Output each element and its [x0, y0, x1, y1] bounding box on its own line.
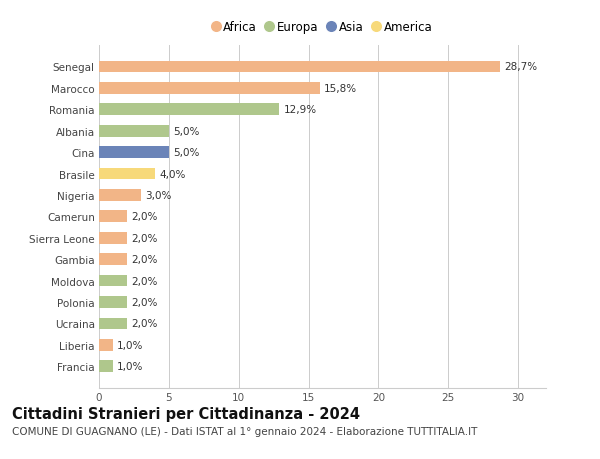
Text: 2,0%: 2,0%: [131, 276, 158, 286]
Bar: [99, 62, 500, 73]
Bar: [99, 339, 113, 351]
Text: 2,0%: 2,0%: [131, 212, 158, 222]
Bar: [99, 104, 279, 116]
Text: 3,0%: 3,0%: [145, 190, 172, 201]
Text: Cittadini Stranieri per Cittadinanza - 2024: Cittadini Stranieri per Cittadinanza - 2…: [12, 406, 360, 421]
Text: 1,0%: 1,0%: [117, 361, 143, 371]
Bar: [99, 318, 127, 330]
Bar: [99, 232, 127, 244]
Text: 4,0%: 4,0%: [159, 169, 185, 179]
Text: 1,0%: 1,0%: [117, 340, 143, 350]
Text: 2,0%: 2,0%: [131, 319, 158, 329]
Bar: [99, 211, 127, 223]
Bar: [99, 126, 169, 137]
Bar: [99, 168, 155, 180]
Bar: [99, 190, 141, 202]
Text: 12,9%: 12,9%: [283, 105, 317, 115]
Text: 28,7%: 28,7%: [504, 62, 537, 73]
Text: 2,0%: 2,0%: [131, 297, 158, 308]
Legend: Africa, Europa, Asia, America: Africa, Europa, Asia, America: [209, 17, 436, 38]
Bar: [99, 83, 320, 95]
Bar: [99, 297, 127, 308]
Text: 5,0%: 5,0%: [173, 148, 199, 158]
Text: 2,0%: 2,0%: [131, 233, 158, 243]
Text: 5,0%: 5,0%: [173, 126, 199, 136]
Text: 2,0%: 2,0%: [131, 255, 158, 264]
Bar: [99, 254, 127, 265]
Bar: [99, 275, 127, 287]
Text: COMUNE DI GUAGNANO (LE) - Dati ISTAT al 1° gennaio 2024 - Elaborazione TUTTITALI: COMUNE DI GUAGNANO (LE) - Dati ISTAT al …: [12, 426, 478, 436]
Bar: [99, 361, 113, 372]
Bar: [99, 147, 169, 159]
Text: 15,8%: 15,8%: [324, 84, 357, 94]
